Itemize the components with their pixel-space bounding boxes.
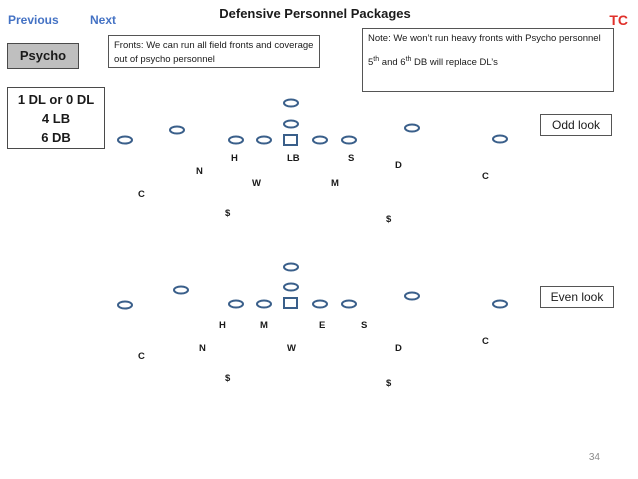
- offense-player-icon: [173, 285, 189, 295]
- odd-look-label: Odd look: [540, 114, 612, 136]
- defender-label: H: [219, 320, 226, 331]
- offense-player-icon: [169, 125, 185, 135]
- db-count: 6 DB: [41, 130, 71, 145]
- defender-label: $: [225, 208, 231, 219]
- defender-label: $: [386, 378, 392, 389]
- corner-tag: TC: [609, 12, 628, 28]
- defender-label: $: [386, 214, 392, 225]
- offense-player-icon: [256, 135, 272, 145]
- offense-player-icon: [341, 299, 357, 309]
- offense-player-icon: [117, 300, 133, 310]
- dl-count: 1 DL or 0 DL: [17, 92, 95, 107]
- offense-player-icon: [492, 134, 508, 144]
- offense-player-icon: [283, 262, 299, 272]
- even-look-label: Even look: [540, 286, 614, 308]
- defender-label: C: [138, 351, 145, 362]
- offense-player-icon: [283, 282, 299, 292]
- personnel-note-line1: Note: We won’t run heavy fronts with Psy…: [368, 33, 601, 44]
- center-icon: [283, 134, 298, 146]
- offense-player-icon: [256, 299, 272, 309]
- psycho-button[interactable]: Psycho: [7, 43, 79, 69]
- defender-label: LB: [287, 153, 300, 164]
- previous-link[interactable]: Previous: [8, 13, 59, 27]
- offense-player-icon: [404, 291, 420, 301]
- defender-label: D: [395, 160, 402, 171]
- defender-label: E: [319, 320, 325, 331]
- offense-player-icon: [341, 135, 357, 145]
- lb-count: 4 LB: [41, 111, 71, 126]
- defender-label: C: [482, 336, 489, 347]
- defender-label: W: [252, 178, 261, 189]
- defender-label: S: [348, 153, 354, 164]
- offense-player-icon: [283, 119, 299, 129]
- defender-label: W: [287, 343, 296, 354]
- defender-label: D: [395, 343, 402, 354]
- defender-label: M: [260, 320, 268, 331]
- offense-player-icon: [228, 299, 244, 309]
- page-title: Defensive Personnel Packages: [219, 6, 411, 21]
- offense-player-icon: [312, 135, 328, 145]
- offense-player-icon: [283, 98, 299, 108]
- personnel-note: Note: We won’t run heavy fronts with Psy…: [362, 28, 614, 92]
- fronts-note: Fronts: We can run all field fronts and …: [108, 35, 320, 68]
- personnel-counts: 1 DL or 0 DL 4 LB 6 DB: [7, 87, 105, 149]
- page-number: 34: [588, 452, 600, 463]
- personnel-note-line2: 5th and 6th DB will replace DL’s: [368, 56, 498, 69]
- defender-label: S: [361, 320, 367, 331]
- defender-label: N: [196, 166, 203, 177]
- next-link[interactable]: Next: [90, 13, 117, 27]
- offense-player-icon: [117, 135, 133, 145]
- defender-label: N: [199, 343, 206, 354]
- defender-label: C: [482, 171, 489, 182]
- defender-label: $: [225, 373, 231, 384]
- defender-label: M: [331, 178, 339, 189]
- offense-player-icon: [404, 123, 420, 133]
- offense-player-icon: [492, 299, 508, 309]
- offense-player-icon: [312, 299, 328, 309]
- defender-label: H: [231, 153, 238, 164]
- offense-player-icon: [228, 135, 244, 145]
- center-icon: [283, 297, 298, 309]
- defender-label: C: [138, 189, 145, 200]
